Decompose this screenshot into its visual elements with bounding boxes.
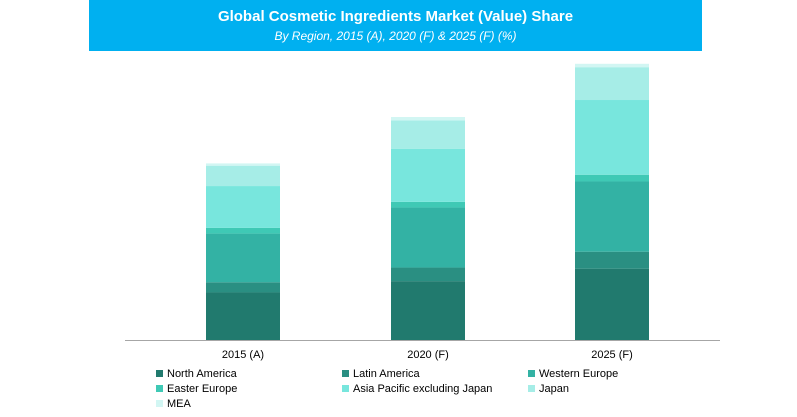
bar-segment-1-6 [206,165,280,187]
chart-title: Global Cosmetic Ingredients Market (Valu… [217,8,574,25]
x-tick-label: 2025 (F) [591,349,633,361]
legend-label: Western Europe [539,368,619,380]
bar-segment-1-4 [206,227,280,234]
legend-label: Easter Europe [167,383,238,395]
legend-label: Japan [539,383,569,395]
legend-swatch [528,384,535,392]
legend-swatch [528,369,535,377]
legend-label: Asia Pacific excluding Japan [353,383,493,395]
bar-segment-1-1 [206,292,280,340]
bar-segment-3-4 [575,174,649,182]
bar-segment-2-4 [391,201,465,208]
legend-label: North America [167,368,237,380]
bar-segment-3-1 [575,268,649,340]
legend-label: MEA [167,398,191,410]
bar-segment-2-5 [391,148,465,202]
bar-segment-3-6 [575,67,649,101]
legend-label: Latin America [353,368,420,380]
bar-segment-1-2 [206,282,280,293]
legend-swatch [156,384,163,392]
bar-segment-3-2 [575,251,649,269]
bar-segment-1-5 [206,186,280,228]
legend-item: North America [156,368,237,381]
legend-item: MEA [156,398,191,411]
bar-segment-2-6 [391,120,465,149]
bar-segment-2-7 [391,116,465,121]
legend-item: Easter Europe [156,383,237,396]
legend-item: Western Europe [528,368,618,381]
bar-segment-2-2 [391,267,465,282]
bar-segment-2-1 [391,281,465,340]
x-tick-label: 2020 (F) [407,349,449,361]
legend-swatch [342,369,349,377]
legend-item: Latin America [342,368,420,381]
bar-segment-3-7 [575,63,649,68]
legend-item: Asia Pacific excluding Japan [342,383,492,396]
bar-segment-3-3 [575,181,649,252]
legend-item: Japan [528,383,569,396]
legend-swatch [156,399,163,407]
legend-swatch [342,384,349,392]
legend-swatch [156,369,163,377]
chart-subtitle: By Region, 2015 (A), 2020 (F) & 2025 (F)… [274,29,517,43]
bar-segment-2-3 [391,207,465,268]
x-tick-label: 2015 (A) [222,349,264,361]
bar-segment-1-3 [206,233,280,283]
chart-header: Global Cosmetic Ingredients Market (Valu… [89,0,702,51]
bar-segment-1-7 [206,163,280,166]
bar-segment-3-5 [575,100,649,175]
